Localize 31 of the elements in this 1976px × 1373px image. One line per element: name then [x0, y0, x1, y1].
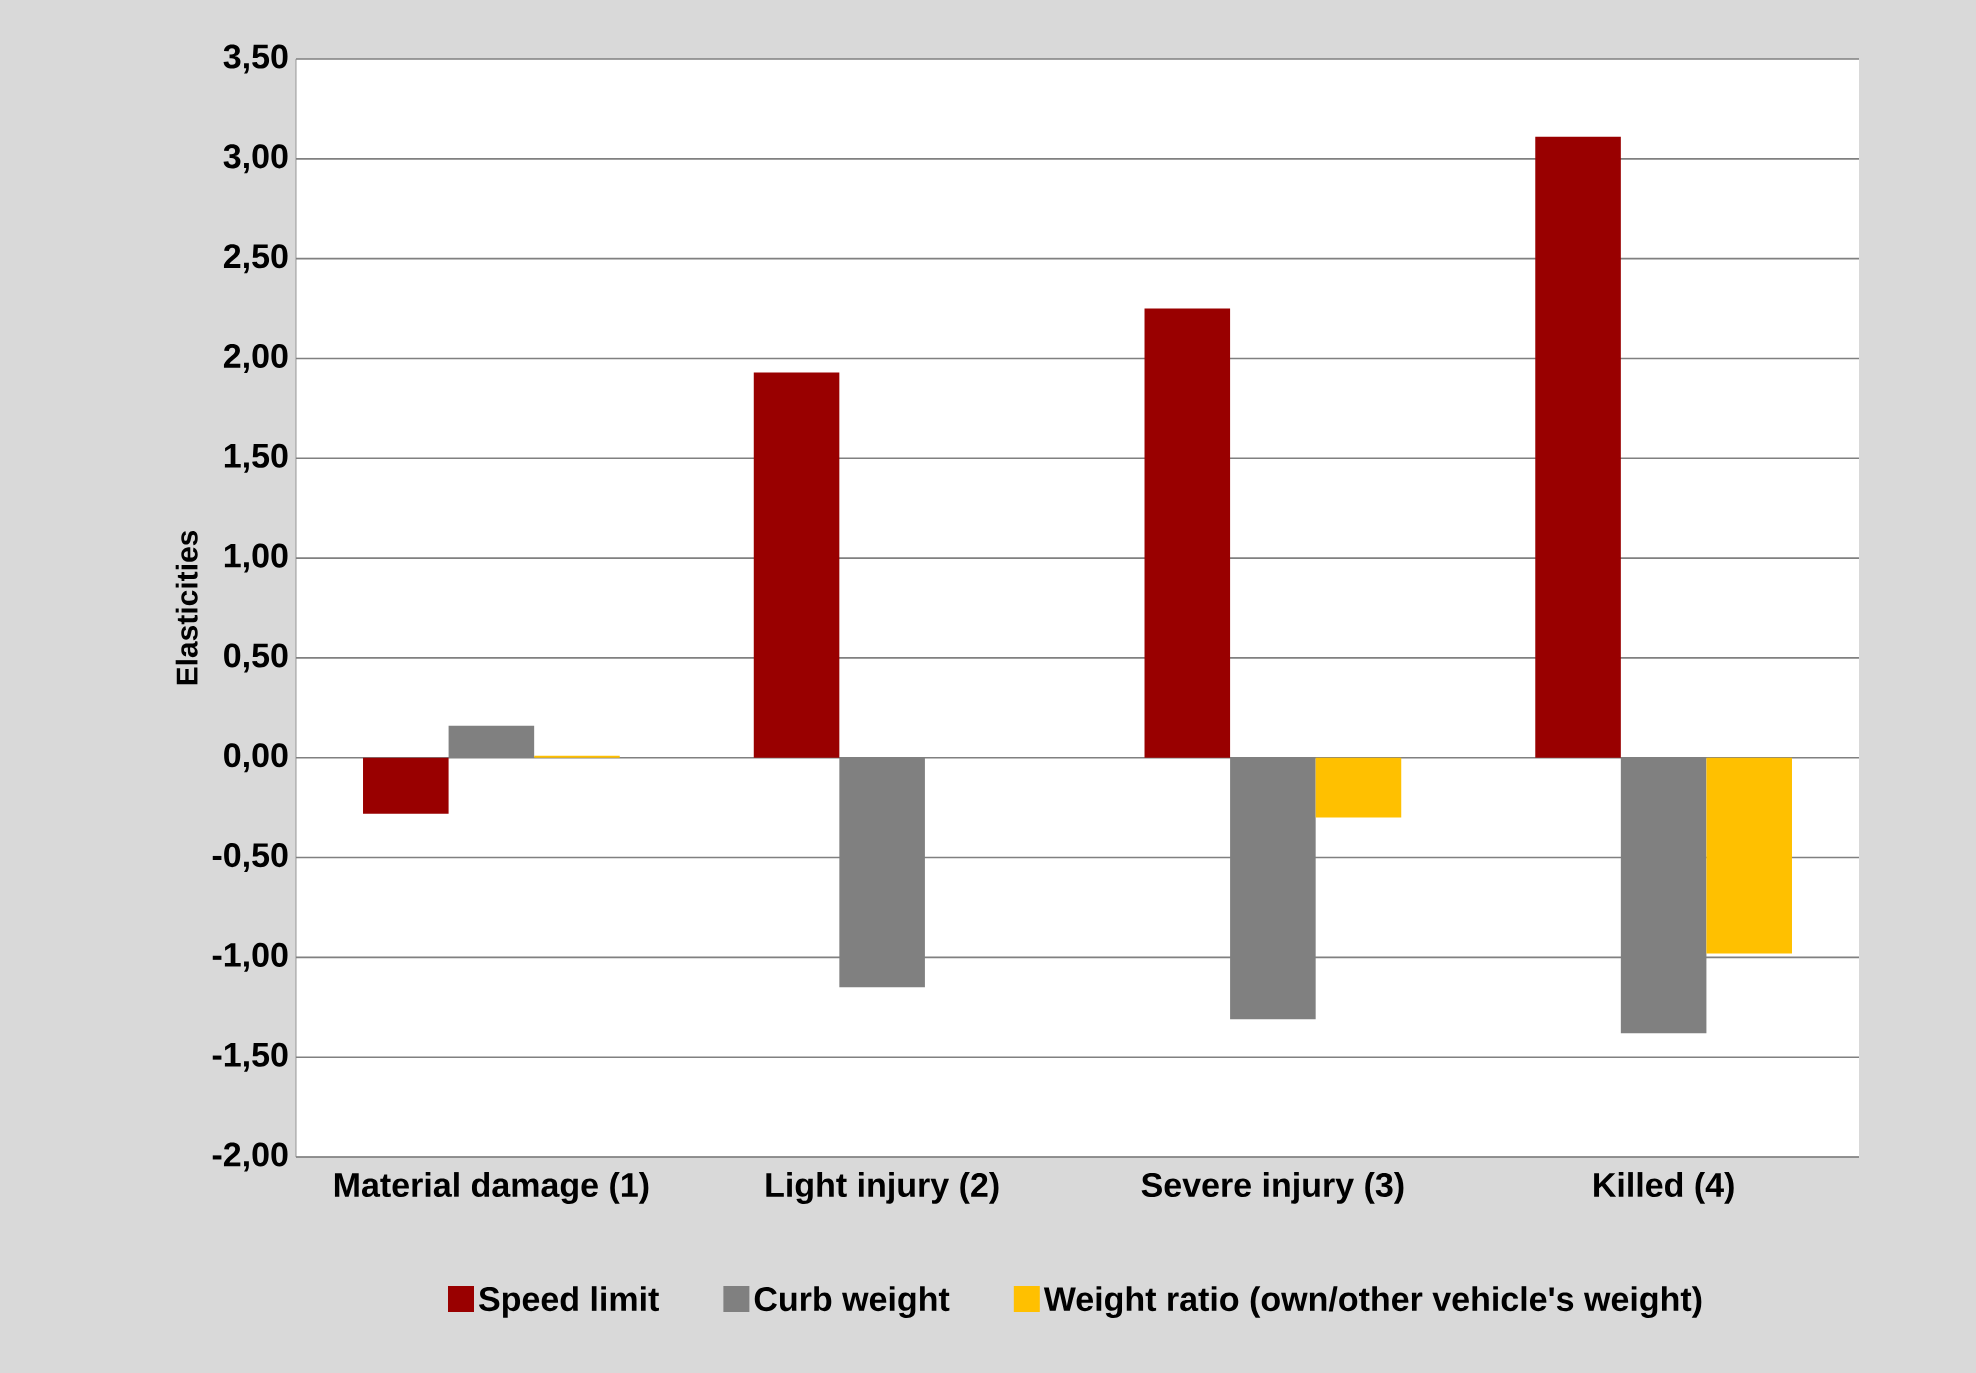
bar [753, 372, 840, 758]
y-tick-label: 1,50 [224, 443, 288, 473]
bar [1230, 757, 1316, 1020]
bar [1706, 757, 1792, 954]
y-tick-label: -2,00 [212, 1142, 288, 1172]
bar [1315, 757, 1402, 818]
y-tick-label: 0,00 [224, 743, 288, 773]
y-tick-label: -0,50 [212, 843, 288, 873]
x-tick-label: Light injury (2) [766, 1172, 999, 1204]
legend-label: Speed limit [478, 1286, 659, 1318]
y-tick-label: 3,00 [223, 144, 288, 174]
x-tick-label: Killed (4) [1594, 1172, 1734, 1204]
bar [1535, 136, 1621, 758]
bar [363, 757, 449, 814]
bar [534, 755, 620, 758]
x-tick-label: Severe injury (3) [1141, 1172, 1404, 1204]
y-tick-label: -1,50 [212, 1042, 288, 1072]
y-tick-label: 1,00 [224, 543, 288, 573]
x-tick-label: Material damage (1) [334, 1172, 649, 1204]
bar [1620, 757, 1707, 1034]
y-axis-title: Elasticities [175, 530, 198, 685]
y-tick-label: 0,50 [224, 643, 288, 673]
y-tick-label: -1,00 [212, 942, 288, 972]
y-tick-label: 2,50 [223, 244, 288, 274]
bar [839, 757, 925, 988]
y-tick-label: 3,50 [223, 44, 288, 74]
legend-label: Curb weight [754, 1286, 950, 1319]
bar [1144, 308, 1231, 758]
y-tick-label: 2,00 [223, 343, 288, 373]
legend-label: Weight ratio (own/other vehicle's weight) [1043, 1286, 1702, 1319]
bar [448, 725, 535, 758]
